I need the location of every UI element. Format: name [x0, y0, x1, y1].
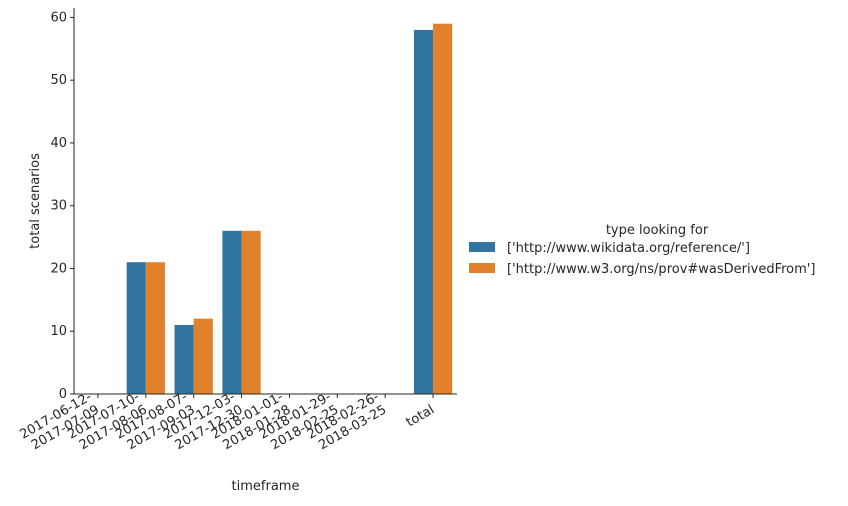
y-tick-label: 40: [50, 136, 67, 151]
legend-title: type looking for: [606, 223, 709, 238]
y-tick-label: 30: [50, 199, 67, 214]
legend-entry: ['http://www.w3.org/ns/prov#wasDerivedFr…: [507, 262, 815, 277]
bar-wasderivedfrom: [241, 230, 261, 394]
y-tick-label: 10: [50, 324, 67, 339]
y-tick-label: 60: [50, 10, 67, 25]
x-axis-label: timeframe: [232, 479, 300, 494]
y-tick-label: 0: [59, 387, 67, 402]
x-tick-label-line: total: [404, 402, 437, 430]
y-tick-label: 50: [50, 73, 67, 88]
legend-swatch: [469, 263, 495, 273]
bar-wasderivedfrom: [145, 262, 165, 394]
bar-reference: [222, 230, 242, 394]
bar-wasderivedfrom: [193, 318, 213, 394]
y-tick-label: 20: [50, 261, 67, 276]
x-tick-label: total: [404, 402, 437, 430]
y-axis-label: total scenarios: [28, 153, 43, 249]
bar-wasderivedfrom: [433, 23, 453, 394]
legend-entry: ['http://www.wikidata.org/reference/']: [507, 241, 750, 256]
bar-reference: [174, 324, 194, 394]
bar-reference: [413, 29, 434, 395]
bar-reference: [126, 262, 146, 394]
legend-swatch: [469, 242, 495, 252]
